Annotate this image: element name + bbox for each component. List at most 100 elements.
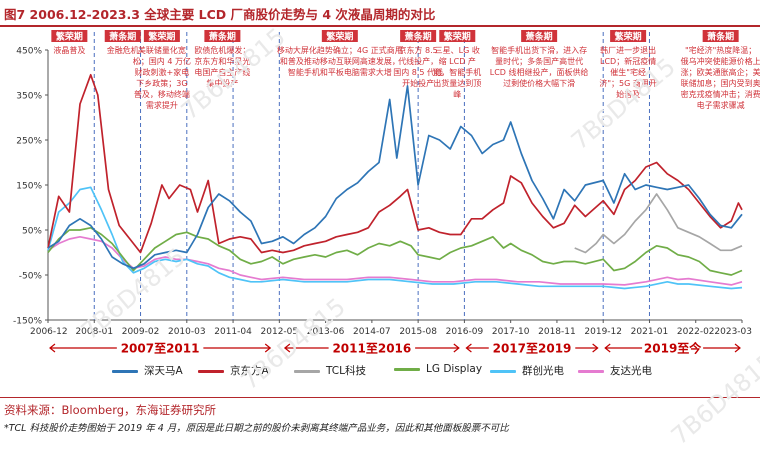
cycle-description: LCD；新冠疫情 (600, 56, 656, 66)
legend-label: 友达光电 (610, 365, 652, 377)
x-tick-label: 2009-02 (122, 327, 160, 337)
source-rule (0, 397, 760, 398)
x-tick-label: 2016-09 (446, 327, 484, 337)
cycle-tag-label: 繁荣期 (55, 31, 83, 43)
legend-item: 群创光电 (490, 363, 564, 381)
legend-label: 群创光电 (522, 365, 564, 377)
legend-item: 深天马A (112, 363, 183, 381)
cycle-description: 缩 LCD 产 (439, 56, 476, 66)
y-tick-label: -50% (19, 272, 43, 282)
period-arrow (453, 343, 460, 353)
cycle-description: 催生"宅经 (610, 67, 646, 77)
x-tick-label: 2006-12 (30, 327, 68, 337)
cycle-description: 能，智能手机 (433, 67, 481, 77)
x-tick-label: 2013-06 (307, 327, 345, 337)
x-tick-label: 2008-01 (75, 327, 113, 337)
legend-label: TCL科技 (326, 365, 366, 377)
cycle-tag-box (204, 30, 241, 42)
cycle-description: 美联储量化宽 (138, 45, 186, 55)
cycle-tag-label: 萧条期 (526, 31, 553, 43)
y-tick-label: 450% (16, 47, 42, 57)
legend-item: 友达光电 (578, 363, 652, 381)
series-line-京东方A (47, 73, 743, 254)
cycle-tag-label: 萧条期 (109, 31, 136, 43)
period-label: 2017至2019 (493, 342, 572, 356)
x-tick-label: 2018-11 (538, 327, 576, 337)
cycle-description: 松；国内 4 万亿 (133, 56, 191, 66)
cycle-description: 电国产自主产线 (194, 67, 250, 77)
cycle-description: 普及，移动终端 (134, 89, 190, 99)
y-tick-label: 350% (16, 92, 42, 102)
legend-swatch (112, 369, 138, 373)
legend-swatch (294, 369, 320, 373)
period-label: 2019至今 (644, 341, 702, 356)
cycle-description: 和普及推动移动互联网高速发展， (280, 56, 400, 66)
series-line-深天马A (47, 85, 743, 270)
cycle-description: 量时代；多条国产高世代 (495, 56, 583, 66)
y-tick-label: 50% (22, 227, 42, 237)
chart-legend: 深天马A 京东方A TCL科技 LG Display 群创光电 友达光电 (112, 363, 672, 381)
x-tick-label: 2023-03 (714, 327, 752, 337)
cycle-description: 智能手机出货下滑，进入存 (491, 45, 587, 55)
series-line-TCL科技 (574, 193, 743, 254)
cycle-description: 峰 (453, 89, 461, 99)
legend-label: 京东方A (230, 365, 269, 377)
cycle-tag-label: 繁荣期 (325, 31, 353, 43)
cycle-description: 需求提升 (146, 100, 178, 110)
cycle-description: 金融危机 (107, 45, 139, 55)
cycle-description: 密克戎疫情冲击；消费 (681, 89, 760, 99)
x-tick-label: 2015-08 (399, 327, 437, 337)
series-line-群创光电 (47, 186, 743, 290)
period-arrow (283, 343, 291, 353)
period-arrow (49, 343, 56, 353)
cycle-tag-box (104, 30, 141, 42)
cycle-tag-box (521, 30, 558, 42)
legend-swatch (578, 369, 604, 373)
line-chart: -150% -50% 50% 150% 250% 350% 450% 2006-12 2008-… (13, 30, 760, 356)
x-tick-label: 2019-12 (584, 327, 622, 337)
period-arrow (264, 343, 272, 353)
cycle-tag-label: 繁荣期 (443, 31, 471, 43)
source-text: 资料来源：Bloomberg，东海证券研究所 (4, 403, 217, 417)
y-tick-label: -150% (13, 317, 42, 327)
legend-swatch (490, 369, 516, 373)
cycle-description: 始普及 (616, 89, 640, 99)
cycle-description: 开始投产 (402, 78, 434, 88)
cycle-description: 智能手机和平板电脑需求大增 (288, 67, 392, 77)
legend-swatch (394, 367, 420, 371)
cycle-tag-label: 萧条期 (707, 31, 734, 43)
legend-item: 京东方A (198, 363, 269, 381)
cycle-tag-label: 繁荣期 (614, 31, 642, 43)
cycle-tag-label: 萧条期 (209, 31, 236, 43)
cycle-description: "宅经济"热度降温； (685, 45, 756, 55)
series-line-LG Display (47, 226, 743, 276)
y-tick-label: 250% (16, 137, 42, 147)
cycle-description: 电子需求骤减 (697, 100, 745, 110)
x-tick-label: 2011-04 (214, 327, 252, 337)
cycle-tag-box (321, 30, 358, 42)
period-arrow (604, 343, 611, 353)
cycle-tag-box (702, 30, 739, 42)
legend-label: 深天马A (144, 365, 183, 377)
cycle-tag-box (439, 30, 476, 42)
cycle-description: 联储加息；国内受到奥 (681, 78, 760, 88)
y-tick-label: 150% (16, 182, 42, 192)
cycle-description: LCD 线相继投产，面板供给 (490, 67, 589, 77)
cycle-tag-box (143, 30, 180, 42)
x-tick-label: 2012-05 (261, 327, 299, 337)
cycle-tag-label: 萧条期 (405, 31, 432, 43)
x-tick-label: 2022-02 (677, 327, 715, 337)
period-label: 2011至2016 (332, 342, 411, 356)
cycle-tag-box (51, 30, 88, 42)
cycle-description: 俄乌冲突使能源价格上 (681, 56, 760, 66)
cycle-tag-box (400, 30, 437, 42)
legend-swatch (198, 369, 224, 373)
x-tick-label: 2014-07 (353, 327, 391, 337)
cycle-description: 涨；欧美通胀高企；美 (681, 67, 760, 77)
period-arrow (465, 343, 472, 353)
cycle-description: 出货量达到顶 (433, 78, 481, 88)
period-arrow (592, 343, 599, 353)
legend-item: TCL科技 (294, 363, 366, 381)
cycle-description: 过剩使价格大幅下滑 (503, 78, 575, 88)
title-rule (0, 25, 760, 27)
